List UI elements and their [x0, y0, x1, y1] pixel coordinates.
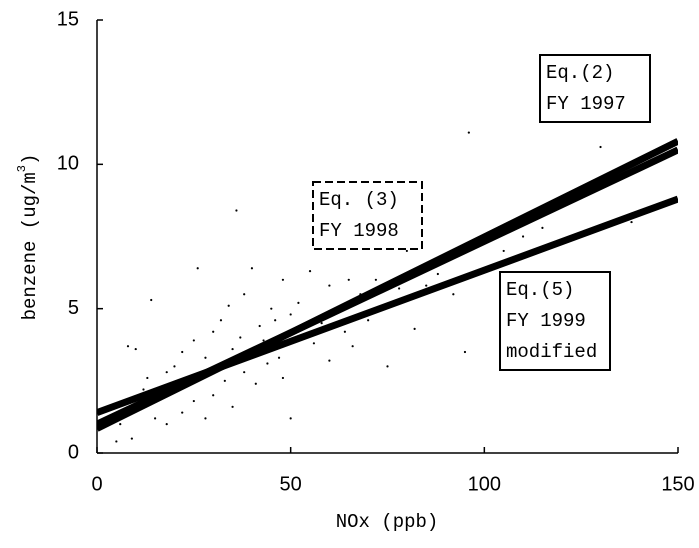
point: [165, 371, 168, 374]
point: [223, 379, 226, 382]
point: [281, 278, 285, 281]
point: [192, 399, 195, 403]
point: [119, 423, 122, 426]
annotation-box: [499, 271, 611, 371]
point: [386, 365, 389, 368]
point: [239, 336, 242, 339]
point: [425, 284, 428, 287]
y-tick-label: 5: [68, 297, 79, 319]
point: [398, 287, 401, 290]
point: [254, 382, 257, 385]
annotation-text: modified: [506, 341, 597, 363]
point: [154, 417, 157, 420]
x-tick-label: 50: [280, 473, 302, 495]
point: [308, 270, 312, 273]
point: [150, 298, 153, 302]
point: [274, 319, 277, 322]
point: [173, 365, 176, 368]
point: [130, 437, 133, 440]
annotation-text: FY 1999: [506, 310, 586, 332]
annotation-text: FY 1997: [546, 93, 626, 115]
annotation-box: [312, 181, 423, 250]
y-tick-label: 15: [57, 8, 79, 30]
annotation-text: FY 1998: [319, 220, 399, 242]
point: [452, 293, 455, 296]
point: [212, 394, 215, 397]
point: [212, 330, 215, 333]
y-label-sup: 3: [15, 165, 29, 172]
point: [181, 411, 184, 414]
point: [312, 342, 316, 345]
point: [367, 319, 370, 322]
point: [115, 440, 118, 443]
y-tick-label: 0: [68, 441, 79, 463]
point: [289, 313, 292, 316]
point: [192, 339, 195, 342]
point: [297, 301, 300, 304]
point: [320, 322, 323, 325]
point: [436, 272, 439, 276]
y-label-text: benzene (ug/m: [19, 172, 41, 320]
fit-line: [97, 195, 678, 416]
point: [277, 356, 281, 359]
annotation-text: Eq. (3): [319, 189, 399, 211]
point: [196, 267, 199, 270]
point: [258, 324, 261, 328]
point: [343, 330, 346, 333]
annotation-box: [539, 54, 651, 123]
x-axis-label: NOx (ppb): [336, 511, 439, 533]
point: [289, 417, 292, 420]
point: [231, 347, 234, 351]
point: [328, 359, 331, 362]
point: [405, 249, 408, 253]
point: [243, 293, 246, 296]
point: [463, 350, 467, 354]
point: [374, 278, 377, 281]
annotation-text: Eq.(5): [506, 279, 574, 301]
point: [231, 405, 234, 408]
point: [467, 131, 470, 134]
point: [281, 376, 285, 380]
y-tick-label: 10: [57, 153, 79, 175]
point: [347, 278, 350, 281]
point: [204, 356, 207, 359]
y-label-end: ): [19, 154, 41, 165]
point: [146, 376, 149, 380]
point: [351, 345, 354, 348]
point: [328, 284, 331, 287]
point: [181, 350, 184, 354]
point: [204, 417, 207, 420]
point: [630, 220, 633, 224]
point: [413, 327, 416, 330]
point: [541, 226, 544, 229]
point: [243, 371, 246, 374]
plot-area: [97, 131, 678, 443]
y-axis-label: benzene (ug/m3): [15, 154, 41, 321]
point: [142, 388, 145, 391]
point: [126, 345, 130, 348]
point: [270, 307, 273, 310]
x-tick-label: 150: [661, 473, 694, 495]
point: [134, 347, 137, 351]
point: [521, 235, 525, 238]
x-tick-label: 0: [91, 473, 102, 495]
point: [250, 267, 254, 270]
point: [227, 304, 230, 307]
point: [502, 249, 505, 253]
x-tick-label: 100: [468, 473, 501, 495]
point: [165, 423, 168, 426]
point: [599, 145, 602, 149]
annotation-text: Eq.(2): [546, 62, 614, 84]
point: [262, 339, 265, 342]
point: [266, 362, 269, 365]
point: [235, 209, 238, 212]
point: [219, 319, 223, 322]
